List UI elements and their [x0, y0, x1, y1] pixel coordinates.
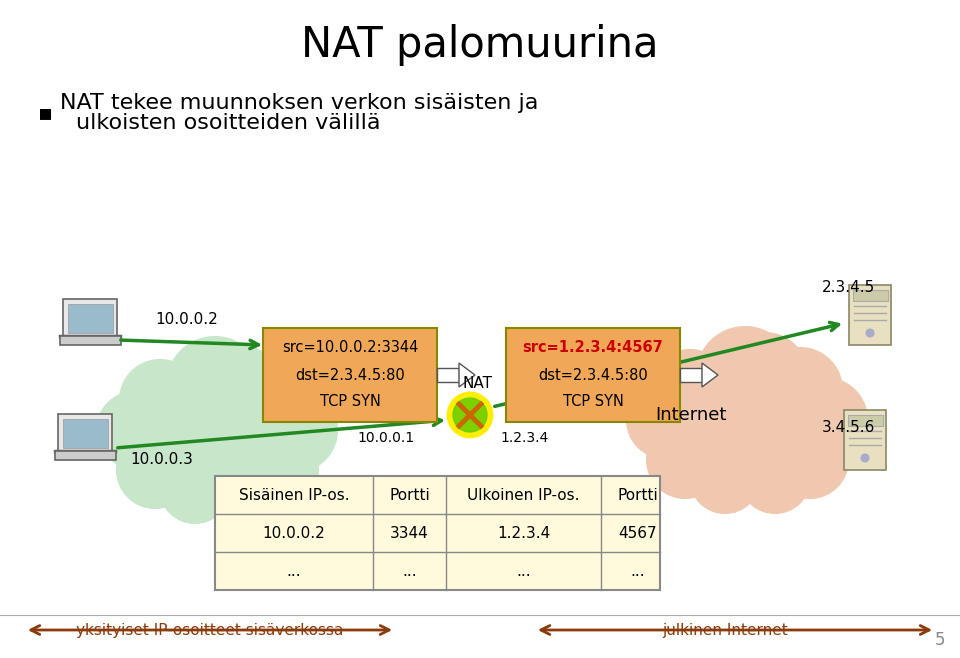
Circle shape: [723, 333, 807, 417]
Text: 2.3.4.5: 2.3.4.5: [822, 280, 876, 295]
Text: ...: ...: [402, 563, 417, 578]
Text: NAT palomuurina: NAT palomuurina: [301, 24, 659, 66]
Text: julkinen Internet: julkinen Internet: [662, 622, 788, 638]
Text: yksityiset IP-osoitteet sisäverkossa: yksityiset IP-osoitteet sisäverkossa: [76, 622, 344, 638]
Text: 1.2.3.4: 1.2.3.4: [497, 526, 550, 540]
Circle shape: [97, 392, 173, 468]
Text: 4567: 4567: [618, 526, 657, 540]
FancyBboxPatch shape: [844, 410, 886, 470]
Text: NAT tekee muunnoksen verkon sisäisten ja: NAT tekee muunnoksen verkon sisäisten ja: [60, 93, 539, 113]
Circle shape: [758, 348, 842, 432]
Text: ▪: ▪: [38, 103, 53, 123]
FancyBboxPatch shape: [63, 299, 117, 337]
Text: src=1.2.3.4:4567: src=1.2.3.4:4567: [522, 340, 663, 355]
Text: NAT: NAT: [463, 376, 493, 390]
Circle shape: [228, 358, 312, 442]
Circle shape: [167, 337, 263, 433]
Text: 10.0.0.2: 10.0.0.2: [155, 313, 218, 328]
Circle shape: [783, 378, 867, 462]
Polygon shape: [702, 363, 718, 387]
Text: dst=2.3.4.5:80: dst=2.3.4.5:80: [295, 368, 405, 382]
FancyBboxPatch shape: [58, 414, 112, 452]
Circle shape: [242, 432, 318, 508]
Circle shape: [453, 398, 487, 432]
FancyBboxPatch shape: [60, 336, 121, 345]
Circle shape: [627, 382, 703, 458]
Text: ulkoisten osoitteiden välillä: ulkoisten osoitteiden välillä: [76, 113, 380, 133]
Circle shape: [650, 350, 730, 430]
Circle shape: [253, 388, 337, 472]
Text: 10.0.0.3: 10.0.0.3: [130, 453, 193, 467]
Text: Portti: Portti: [389, 488, 430, 503]
Circle shape: [160, 453, 230, 523]
FancyBboxPatch shape: [263, 328, 437, 422]
Text: Sisäinen IP-os.: Sisäinen IP-os.: [239, 488, 349, 503]
FancyBboxPatch shape: [849, 285, 891, 345]
FancyBboxPatch shape: [215, 476, 660, 590]
Circle shape: [697, 327, 793, 423]
Text: Portti: Portti: [617, 488, 658, 503]
Circle shape: [647, 422, 723, 498]
FancyBboxPatch shape: [680, 368, 702, 382]
Text: Internet: Internet: [655, 406, 727, 424]
Circle shape: [120, 360, 200, 440]
Text: src=10.0.0.2:3344: src=10.0.0.2:3344: [282, 340, 419, 355]
FancyBboxPatch shape: [852, 290, 887, 301]
Text: Ulkoinen IP-os.: Ulkoinen IP-os.: [468, 488, 580, 503]
FancyBboxPatch shape: [437, 368, 459, 382]
Circle shape: [690, 443, 760, 513]
Circle shape: [740, 443, 810, 513]
FancyBboxPatch shape: [62, 418, 108, 447]
Ellipse shape: [120, 400, 310, 500]
Circle shape: [210, 453, 280, 523]
Text: dst=2.3.4.5:80: dst=2.3.4.5:80: [539, 368, 648, 382]
Text: TCP SYN: TCP SYN: [320, 395, 380, 409]
FancyBboxPatch shape: [67, 303, 112, 332]
Circle shape: [117, 432, 193, 508]
Circle shape: [866, 329, 874, 337]
FancyBboxPatch shape: [55, 451, 115, 459]
Text: 10.0.0.1: 10.0.0.1: [358, 431, 415, 445]
FancyBboxPatch shape: [848, 415, 882, 426]
Circle shape: [448, 393, 492, 437]
Circle shape: [861, 454, 869, 462]
Text: 3344: 3344: [390, 526, 429, 540]
Ellipse shape: [650, 390, 840, 490]
Text: ...: ...: [630, 563, 645, 578]
Text: 1.2.3.4: 1.2.3.4: [500, 431, 548, 445]
Text: TCP SYN: TCP SYN: [563, 395, 623, 409]
Text: ...: ...: [516, 563, 531, 578]
Text: 5: 5: [934, 631, 945, 649]
FancyBboxPatch shape: [506, 328, 680, 422]
Circle shape: [193, 343, 277, 427]
Text: 10.0.0.2: 10.0.0.2: [263, 526, 325, 540]
Text: ...: ...: [287, 563, 301, 578]
Text: 3.4.5.6: 3.4.5.6: [822, 420, 876, 436]
Polygon shape: [459, 363, 475, 387]
Circle shape: [772, 422, 848, 498]
